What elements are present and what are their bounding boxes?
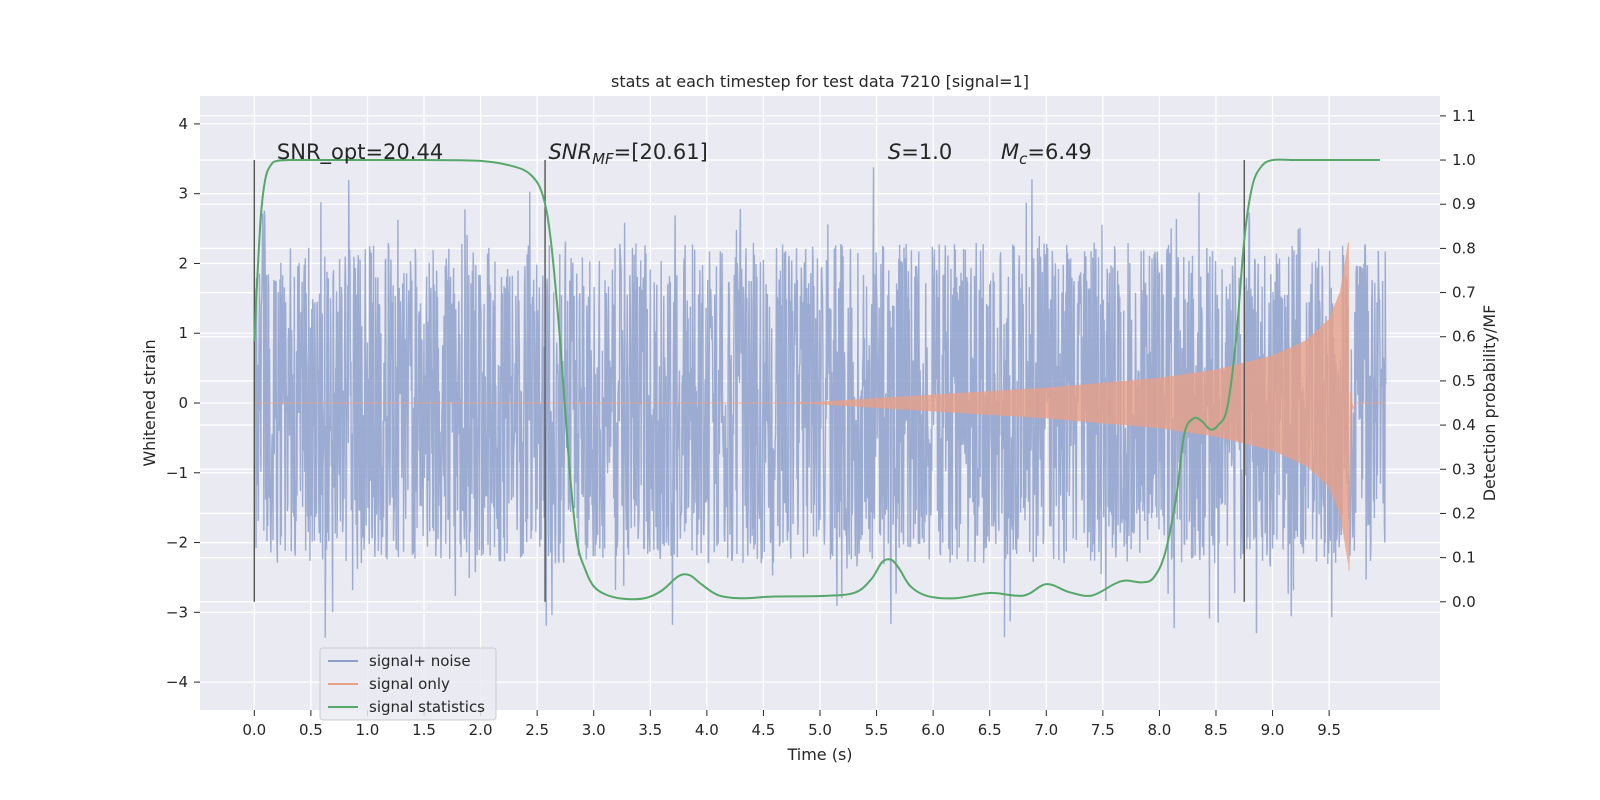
y2-tick-label: 0.3 — [1452, 460, 1476, 478]
x-tick-label: 9.0 — [1261, 721, 1285, 739]
y-tick-label: −4 — [166, 673, 188, 691]
y-axis-ticks: −4 −3 −2 −1 0 1 2 3 4 — [166, 115, 200, 691]
x-tick-label: 7.5 — [1091, 721, 1115, 739]
x-tick-label: 7.0 — [1034, 721, 1058, 739]
signal-noise-series — [253, 167, 1387, 638]
annotation-3: Mc=6.49 — [1001, 140, 1092, 168]
y-tick-label: 0 — [178, 394, 188, 412]
y-tick-label: −2 — [166, 534, 188, 552]
legend-label-signal: signal only — [369, 675, 450, 693]
signal-only-line — [254, 242, 1386, 571]
x-tick-label: 9.5 — [1317, 721, 1341, 739]
y-tick-label: 3 — [178, 185, 188, 203]
y2-tick-label: 0.7 — [1452, 284, 1476, 302]
x-tick-label: 4.5 — [752, 721, 776, 739]
y-tick-label: −3 — [166, 603, 188, 621]
signal-statistics-series — [253, 158, 1381, 601]
y2-tick-label: 0.6 — [1452, 328, 1476, 346]
x-tick-label: 6.5 — [978, 721, 1002, 739]
signal-only-series — [254, 242, 1386, 571]
x-tick-label: 3.5 — [638, 721, 662, 739]
x-tick-label: 8.0 — [1147, 721, 1171, 739]
x-tick-label: 3.0 — [582, 721, 606, 739]
y-tick-label: 1 — [178, 324, 188, 342]
y2-tick-label: 0.4 — [1452, 416, 1476, 434]
annotation-0: SNR_opt=20.44 — [277, 140, 443, 165]
y2-tick-label: 0.0 — [1452, 593, 1476, 611]
legend-box — [319, 647, 497, 721]
y2-tick-label: 0.8 — [1452, 239, 1476, 257]
x-tick-label: 2.0 — [469, 721, 493, 739]
y2-tick-label: 0.5 — [1452, 372, 1476, 390]
chart-title: stats at each timestep for test data 721… — [611, 72, 1029, 91]
x-tick-label: 0.0 — [242, 721, 266, 739]
annotations: SNR_opt=20.44 SNRMF=[20.61] S=1.0 Mc=6.49 — [277, 140, 1092, 168]
legend: signal+ noise signal only signal statist… — [319, 647, 497, 721]
signal-statistics-line — [253, 158, 1381, 601]
x-tick-label: 6.0 — [921, 721, 945, 739]
x-tick-label: 2.5 — [525, 721, 549, 739]
x-tick-label: 5.5 — [865, 721, 889, 739]
x-tick-label: 0.5 — [299, 721, 323, 739]
y-tick-label: −1 — [166, 464, 188, 482]
y-axis-label: Whitened strain — [140, 339, 159, 466]
y2-tick-label: 0.9 — [1452, 195, 1476, 213]
x-tick-label: 8.5 — [1204, 721, 1228, 739]
x-tick-label: 5.0 — [808, 721, 832, 739]
annotation-1: SNRMF=[20.61] — [548, 140, 707, 168]
y2-tick-label: 0.2 — [1452, 504, 1476, 522]
y2-axis-label: Detection probability/MF — [1480, 305, 1499, 502]
y2-tick-label: 1.0 — [1452, 151, 1476, 169]
legend-label-noise: signal+ noise — [369, 652, 471, 670]
x-axis-ticks: 0.0 0.5 1.0 1.5 2.0 2.5 3.0 3.5 4.0 4.5 5.0 5.5 6.0 6… — [242, 710, 1341, 739]
legend-label-stats: signal statistics — [369, 698, 485, 716]
y-tick-label: 4 — [178, 115, 188, 133]
y-tick-label: 2 — [178, 254, 188, 272]
x-tick-label: 1.5 — [412, 721, 436, 739]
x-tick-label: 1.0 — [356, 721, 380, 739]
signal-noise-line — [253, 167, 1387, 638]
x-axis-label: Time (s) — [786, 745, 852, 764]
annotation-2: S=1.0 — [888, 140, 952, 164]
y2-axis-ticks: 0.0 0.1 0.2 0.3 0.4 0.5 0.6 0.7 0.8 0.9 1.0 1.1 — [1440, 107, 1476, 611]
y2-tick-label: 1.1 — [1452, 107, 1476, 125]
x-tick-label: 4.0 — [695, 721, 719, 739]
y2-tick-label: 0.1 — [1452, 549, 1476, 567]
